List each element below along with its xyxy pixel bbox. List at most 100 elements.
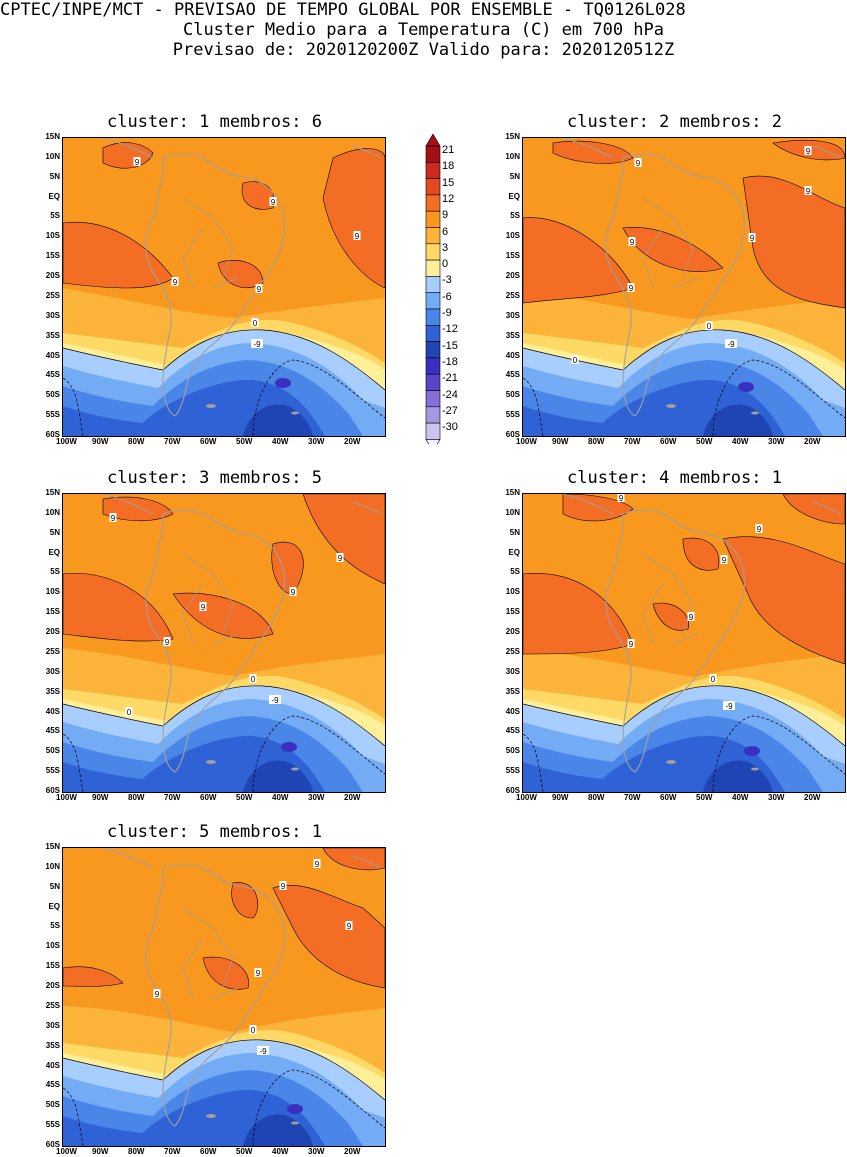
svg-text:9: 9	[315, 860, 320, 869]
svg-text:-9: -9	[259, 1047, 267, 1056]
latitude-tick-label: 25S	[45, 646, 60, 656]
latitude-tick-label: 15S	[505, 251, 520, 261]
latitude-tick-label: 40S	[45, 1060, 60, 1070]
field-purple-spot	[738, 382, 754, 392]
colorbar-swatch	[425, 422, 441, 440]
longitude-tick-label: 40W	[272, 1147, 289, 1156]
svg-text:9: 9	[629, 640, 634, 649]
warm-patch	[322, 148, 385, 289]
contour-label: 9	[627, 639, 635, 649]
longitude-tick-label: 30W	[308, 437, 325, 446]
svg-text:9: 9	[630, 238, 635, 247]
cluster-title: cluster: 2 membros: 2	[567, 112, 782, 132]
latitude-tick-label: 50S	[505, 746, 520, 756]
longitude-tick-label: 50W	[696, 793, 713, 802]
svg-text:9: 9	[806, 187, 811, 196]
colorbar-scale	[425, 134, 441, 444]
colorbar-tick-label: 15	[442, 176, 455, 189]
latitude-tick-label: 10S	[45, 587, 60, 597]
latitude-tick-label: 10S	[505, 231, 520, 241]
contour-minus9-west	[63, 733, 84, 792]
contour-zero	[523, 329, 845, 391]
svg-text:0: 0	[251, 675, 256, 684]
colorbar-swatch	[425, 373, 441, 391]
latitude-tick-label: 45S	[45, 1080, 60, 1090]
longitude-tick-label: 80W	[128, 793, 145, 802]
contour-label: 9	[617, 494, 625, 503]
latitude-tick-label: 55S	[45, 1120, 60, 1130]
warm-patch	[742, 175, 845, 309]
africa-coastline	[812, 501, 842, 515]
longitude-tick-label: 50W	[696, 437, 713, 446]
colorbar-tick-label: -6	[442, 290, 452, 303]
colorbar-swatch	[425, 145, 441, 163]
longitude-tick-label: 40W	[732, 793, 749, 802]
latitude-tick-label: 15N	[45, 842, 60, 851]
longitude-tick-label: 70W	[624, 793, 641, 802]
latitude-tick-label: 40S	[45, 350, 60, 360]
south-georgia	[291, 767, 299, 771]
header-line-3: Previsao de: 2020120200Z Valido para: 20…	[172, 40, 675, 60]
latitude-tick-label: 10S	[505, 587, 520, 597]
colorbar-swatch	[425, 292, 441, 310]
svg-text:9: 9	[291, 588, 296, 597]
header-line-1: CPTEC/INPE/MCT - PREVISAO DE TEMPO GLOBA…	[0, 0, 686, 20]
longitude-tick-label: 30W	[768, 437, 785, 446]
country-borders	[642, 197, 699, 289]
colorbar-swatch	[425, 243, 441, 261]
contour-zero	[523, 685, 845, 747]
colorbar-tick-label: 6	[442, 225, 449, 238]
header-line-2: Cluster Medio para a Temperatura (C) em …	[182, 20, 665, 40]
colorbar-swatch	[425, 210, 441, 228]
colorbar-swatch	[425, 325, 441, 342]
contour-label: 9	[720, 555, 728, 565]
svg-text:9: 9	[257, 285, 262, 294]
svg-text:9: 9	[722, 556, 727, 565]
svg-text:9: 9	[165, 638, 170, 647]
latitude-tick-label: 15S	[45, 251, 60, 261]
latitude-tick-label: 35S	[45, 330, 60, 340]
latitude-tick-label: 15N	[45, 132, 60, 141]
contour-label: 9	[804, 146, 812, 156]
svg-text:0: 0	[707, 322, 712, 331]
contour-label: 9	[748, 233, 756, 243]
south-america-coastline	[605, 153, 746, 417]
latitude-tick-label: EQ	[508, 547, 520, 557]
contour-label: 9	[804, 186, 812, 196]
longitude-tick-label: 30W	[308, 1147, 325, 1156]
svg-text:9: 9	[750, 234, 755, 243]
south-georgia	[751, 411, 759, 415]
svg-text:0: 0	[711, 675, 716, 684]
latitude-tick-label: 35S	[45, 686, 60, 696]
latitude-tick-label: 25S	[45, 290, 60, 300]
contour-label: -9	[723, 701, 735, 711]
contour-label: -9	[725, 339, 737, 349]
falkland-islands	[206, 1114, 216, 1118]
latitude-tick-label: 20S	[45, 627, 60, 637]
colorbar-swatch	[425, 178, 441, 196]
latitude-tick-label: EQ	[48, 547, 60, 557]
contour-minus9-west	[523, 733, 544, 792]
svg-text:9: 9	[757, 525, 762, 534]
latitude-tick-label: 5N	[509, 171, 520, 181]
south-america-coastline	[145, 153, 286, 417]
contour-minus9	[712, 359, 845, 436]
latitude-tick-label: 50S	[45, 746, 60, 756]
warm-patch	[782, 494, 845, 525]
contour-label: 9	[255, 284, 263, 294]
central-america-coastline	[562, 494, 614, 515]
latitude-tick-label: 55S	[45, 766, 60, 776]
latitude-tick-label: 20S	[45, 271, 60, 281]
contour-label: 9	[171, 277, 179, 287]
svg-text:9: 9	[111, 514, 116, 523]
svg-text:9: 9	[355, 232, 360, 241]
colorbar-tick-label: 21	[442, 144, 455, 156]
contour-label: -9	[257, 1046, 269, 1056]
temperature-map: 9 9 9 9 9 0 -9	[62, 847, 386, 1147]
longitude-tick-label: 30W	[308, 793, 325, 802]
contour-label: 9	[254, 968, 262, 978]
latitude-tick-label: 60S	[505, 786, 520, 795]
colorbar-tick-label: -21	[442, 372, 458, 385]
contour-label: 9	[345, 921, 353, 931]
svg-text:9: 9	[173, 278, 178, 287]
